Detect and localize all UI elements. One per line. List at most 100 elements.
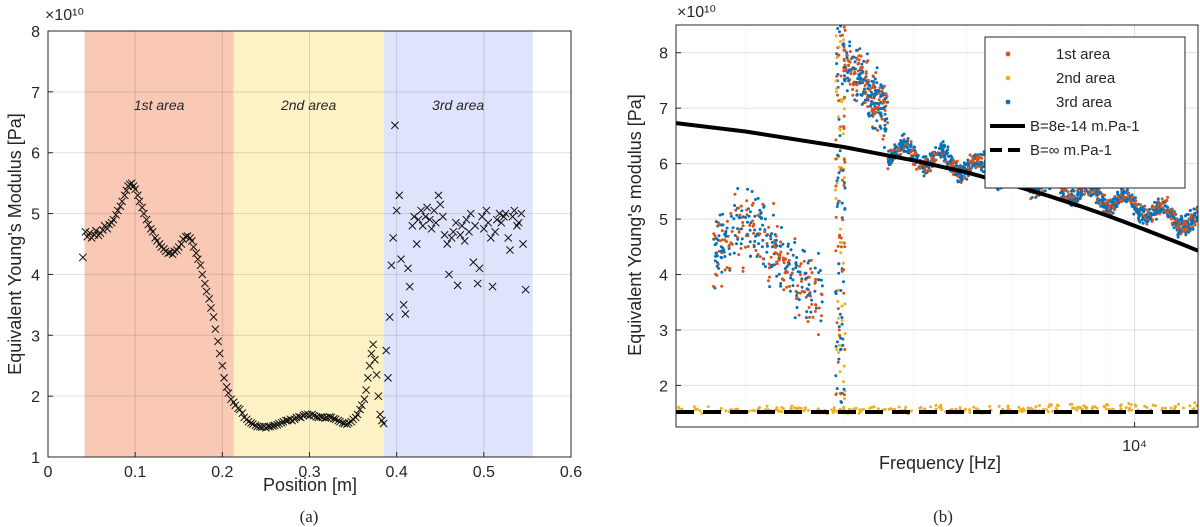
data-point — [1119, 407, 1123, 411]
data-point — [953, 173, 957, 177]
data-point — [835, 56, 839, 60]
data-point — [1095, 193, 1099, 197]
data-point — [844, 19, 847, 22]
data-point — [1153, 211, 1157, 215]
data-point — [817, 251, 820, 255]
data-point — [1070, 192, 1073, 196]
data-point — [1111, 205, 1115, 209]
data-point — [431, 218, 440, 227]
data-point — [761, 223, 765, 227]
data-point — [838, 134, 842, 138]
region-band — [233, 31, 384, 457]
data-point — [695, 407, 699, 411]
data-point — [869, 94, 873, 98]
data-point — [453, 281, 462, 290]
data-point — [834, 393, 838, 396]
data-point — [301, 410, 310, 419]
y-tick-label: 8 — [31, 24, 40, 41]
data-point — [818, 269, 822, 272]
data-point — [135, 197, 144, 206]
data-point — [279, 417, 288, 426]
data-point — [800, 289, 804, 293]
data-point — [723, 238, 727, 242]
data-point — [834, 249, 838, 253]
data-point — [841, 178, 844, 182]
data-point — [517, 209, 526, 218]
data-point — [215, 349, 224, 358]
data-point — [718, 213, 722, 217]
data-point — [211, 325, 220, 334]
data-point — [777, 258, 781, 262]
data-point — [888, 163, 892, 166]
data-point — [859, 65, 863, 69]
data-point — [872, 95, 876, 98]
data-point — [1038, 404, 1041, 407]
data-point — [839, 400, 843, 404]
data-point — [775, 238, 778, 242]
y-tick-label: 6 — [31, 146, 40, 163]
data-point — [692, 405, 696, 409]
data-point — [973, 153, 977, 157]
data-point — [857, 54, 861, 58]
data-point — [839, 251, 843, 255]
data-point — [1170, 221, 1174, 225]
data-point — [730, 214, 733, 218]
data-point — [843, 397, 846, 401]
data-point — [189, 243, 198, 251]
data-point — [735, 213, 739, 217]
data-point — [921, 155, 925, 159]
y-tick-label: 2 — [31, 389, 40, 406]
data-point — [1166, 205, 1170, 209]
data-point — [875, 88, 879, 92]
data-point — [834, 157, 838, 161]
data-point — [1089, 194, 1093, 198]
data-point — [1174, 225, 1178, 229]
caption-a: (a) — [300, 507, 319, 526]
data-point — [784, 269, 788, 273]
data-point — [972, 405, 976, 409]
data-point — [1145, 208, 1149, 212]
data-point — [939, 144, 943, 148]
data-point — [713, 243, 717, 247]
data-point — [835, 179, 839, 183]
data-point — [1083, 189, 1087, 193]
data-point — [275, 419, 283, 428]
data-point — [937, 153, 941, 157]
data-point — [1091, 192, 1095, 196]
data-point — [838, 30, 841, 34]
data-point — [1120, 190, 1124, 194]
data-point — [966, 166, 970, 170]
data-point — [693, 408, 697, 412]
data-point — [1017, 405, 1021, 409]
data-point — [836, 307, 840, 311]
data-point — [767, 262, 771, 266]
data-point — [883, 105, 887, 109]
data-point — [1077, 197, 1081, 201]
data-point — [837, 171, 841, 175]
data-points — [676, 19, 1198, 416]
data-point — [837, 165, 841, 169]
data-point — [521, 285, 530, 294]
data-point — [865, 52, 869, 56]
data-point — [1137, 208, 1141, 212]
data-point — [918, 166, 922, 170]
y-tick-label: 7 — [659, 101, 668, 118]
data-point — [813, 309, 817, 313]
data-point — [721, 223, 725, 227]
data-point — [465, 227, 473, 236]
data-point — [809, 310, 813, 314]
data-point — [144, 220, 153, 229]
data-point — [731, 226, 735, 230]
region-label: 2nd area — [280, 97, 336, 113]
data-point — [1106, 199, 1110, 202]
data-point — [751, 201, 755, 205]
data-point — [78, 253, 87, 262]
data-point — [770, 265, 774, 269]
data-point — [786, 242, 790, 246]
data-point — [1063, 188, 1067, 192]
data-point — [867, 114, 871, 118]
data-point — [747, 214, 751, 218]
data-point — [883, 84, 886, 88]
data-point — [449, 227, 458, 236]
